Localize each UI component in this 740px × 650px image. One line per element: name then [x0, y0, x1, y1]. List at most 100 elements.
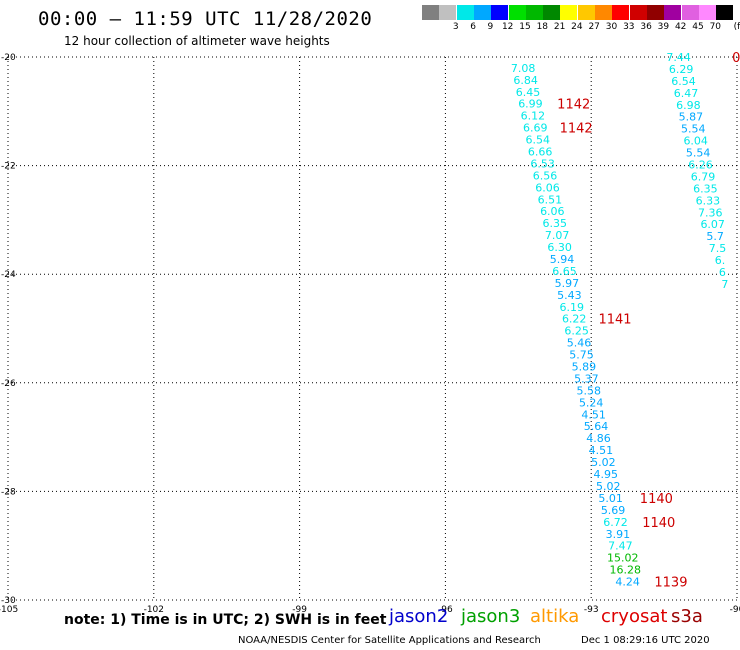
- legend-swatch: [439, 5, 457, 20]
- wave-height-label: 6.72: [603, 516, 628, 529]
- legend-swatch: [422, 5, 439, 20]
- legend-label: 6: [470, 22, 476, 32]
- satellite-jason2: jason2: [389, 606, 449, 627]
- wave-height-label: 6.33: [696, 194, 721, 207]
- wave-height-label: 5.89: [572, 361, 597, 374]
- legend-label: 45: [692, 22, 704, 32]
- pass-time-label: 1140: [640, 492, 673, 507]
- wave-height-label: 5.54: [686, 147, 711, 160]
- wave-height-label: 4.51: [589, 444, 614, 457]
- wave-height-label: 6.66: [528, 145, 553, 158]
- wave-height-label: 5.02: [591, 456, 616, 469]
- lon-tick-label: -96: [438, 605, 453, 615]
- lon-tick-label: -105: [0, 605, 18, 615]
- wave-height-label: 6.12: [521, 110, 546, 123]
- wave-height-label: 6.99: [518, 98, 543, 111]
- wave-height-label: 6.45: [516, 86, 541, 99]
- credit-line: NOAA/NESDIS Center for Satellite Applica…: [238, 635, 541, 646]
- legend-swatch: [595, 5, 612, 20]
- wave-track-a: 7.086.846.456.996.126.696.546.666.536.56…: [511, 62, 688, 591]
- pass-time-label: 1139: [654, 576, 687, 591]
- lat-tick-label: -24: [1, 270, 16, 280]
- legend-swatch: [577, 5, 595, 20]
- legend-label: 3: [452, 22, 459, 32]
- legend-label: 27: [588, 22, 600, 32]
- lon-tick-label: -90: [730, 605, 740, 615]
- legend-label: 42: [674, 22, 687, 32]
- wave-height-label: 5.01: [598, 492, 623, 505]
- wave-height-label: 5.46: [567, 337, 592, 350]
- legend-label: 36: [640, 22, 652, 32]
- lat-tick-label: -20: [1, 53, 16, 63]
- wave-height-label: 6.98: [676, 99, 701, 112]
- wave-height-label: 7.36: [698, 206, 723, 219]
- lat-tick-label: -22: [1, 162, 16, 172]
- wave-height-label: 6: [719, 266, 726, 279]
- wave-height-label: 7: [721, 278, 728, 291]
- wave-height-label: 5.02: [596, 480, 621, 493]
- legend-swatch: [629, 5, 647, 20]
- legend-label: 9: [487, 22, 494, 32]
- wave-height-label: 6.: [715, 254, 726, 267]
- legend-swatch: [646, 5, 664, 20]
- wave-height-label: 6.30: [547, 241, 572, 254]
- axis-tick-labels: -105 -102 -99 -96 -93 -90 -20 -22 -24 -26 -28 -30: [0, 53, 740, 615]
- wave-height-label: 5.37: [574, 372, 599, 385]
- wave-height-label: 5.54: [681, 123, 706, 136]
- wave-height-label: 6.26: [688, 159, 713, 172]
- lat-tick-label: -30: [1, 596, 16, 606]
- wave-height-label: 6.35: [543, 217, 568, 230]
- lon-tick-label: -102: [144, 605, 164, 615]
- legend-swatch: [664, 5, 682, 20]
- wave-height-label: 7.47: [608, 540, 633, 553]
- wave-height-label: 6.47: [674, 87, 699, 100]
- legend-label: 33: [623, 22, 635, 32]
- pass-time-label: 1141: [598, 313, 631, 328]
- legend-swatch: [716, 5, 734, 20]
- wave-height-label: 6.19: [560, 301, 585, 314]
- wave-height-label: 3.91: [606, 528, 631, 541]
- footnote: note: 1) Time is in UTC; 2) SWH is in fe…: [64, 612, 387, 628]
- wave-height-label: 4.24: [615, 576, 640, 589]
- wave-height-label: 7.5: [709, 242, 727, 255]
- wave-height-label: 16.28: [609, 564, 641, 577]
- wave-height-label: 5.87: [679, 111, 704, 124]
- legend-swatch: [491, 5, 509, 20]
- wave-height-label: 4.86: [586, 432, 611, 445]
- wave-height-label: 5.24: [579, 396, 604, 409]
- wave-height-label: 6.35: [693, 182, 718, 195]
- pass-time-label: 1142: [557, 98, 590, 113]
- wave-height-label: 6.54: [525, 134, 550, 147]
- legend-swatch: [473, 5, 491, 20]
- pass-time-label: 1142: [560, 122, 593, 137]
- wave-height-label: 7.08: [511, 62, 536, 75]
- legend-label: 15: [519, 22, 531, 32]
- wave-track-b: 7.446.296.546.476.985.875.546.045.546.26…: [666, 51, 740, 291]
- legend-swatch: [612, 5, 630, 20]
- wave-height-label: 4.51: [581, 408, 606, 421]
- legend-label: 12: [501, 22, 514, 32]
- wave-height-label: 6.53: [530, 157, 555, 170]
- legend-swatch: [543, 5, 561, 20]
- wave-height-label: 6.04: [683, 135, 708, 148]
- legend-swatch: [456, 5, 474, 20]
- page-title: 00:00 – 11:59 UTC 11/28/2020: [38, 8, 373, 30]
- wave-height-label: 5.94: [550, 253, 575, 266]
- wave-height-label: 7.07: [545, 229, 570, 242]
- pass-time-label: 041: [732, 51, 740, 66]
- wave-height-label: 6.22: [562, 313, 587, 326]
- satellite-s3a: s3a: [671, 606, 703, 627]
- wave-height-label: 6.54: [671, 75, 696, 88]
- wave-height-label: 6.56: [533, 169, 558, 182]
- legend-swatch: [681, 5, 699, 20]
- wave-height-label: 6.06: [540, 205, 565, 218]
- wave-height-label: 6.06: [535, 181, 560, 194]
- wave-height-label: 6.25: [564, 325, 589, 338]
- page-subtitle: 12 hour collection of altimeter wave hei…: [64, 34, 330, 48]
- wave-height-label: 5.64: [584, 420, 609, 433]
- map-grid: [7, 56, 738, 601]
- lon-tick-label: -99: [292, 605, 307, 615]
- legend-label: 21: [553, 22, 566, 32]
- satellite-jason3: jason3: [461, 606, 521, 627]
- legend-label: 70: [709, 22, 722, 32]
